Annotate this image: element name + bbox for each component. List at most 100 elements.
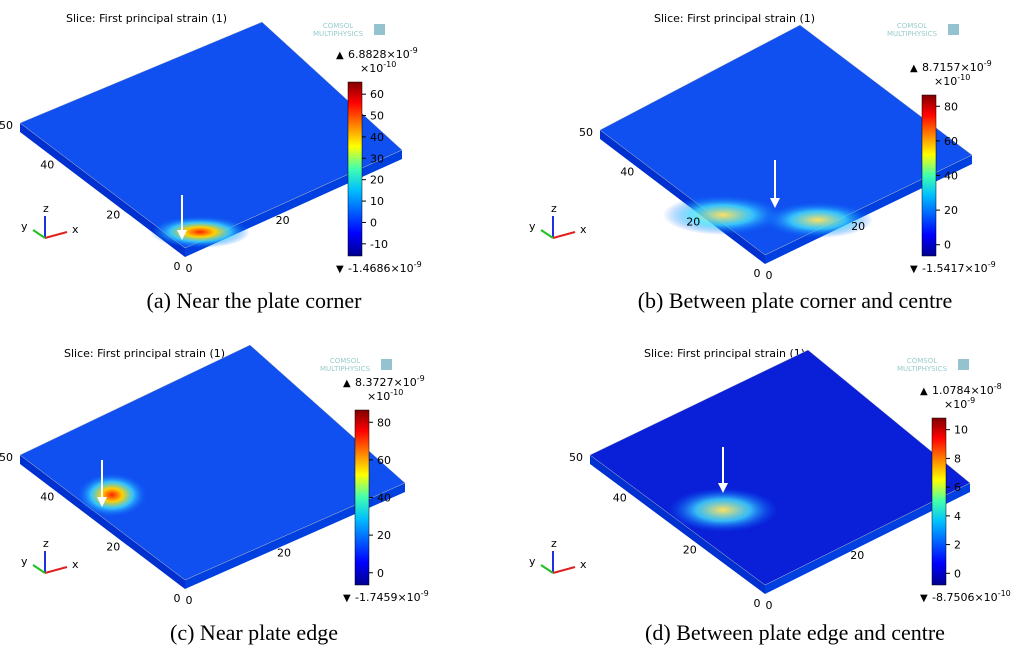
max-label: 1.0784×10-8: [932, 382, 1002, 397]
min-label-exponent: -9: [988, 260, 996, 269]
max-label-base: 8.3727×10: [355, 376, 417, 389]
colorbar-tick-label: 0: [944, 239, 951, 252]
arrow-head: [718, 483, 728, 493]
triad-axis: [44, 231, 68, 239]
colorbar-tick-label: 20: [370, 174, 384, 187]
min-label: -1.7459×10-9: [355, 589, 429, 604]
colorbar-tick-label: 80: [944, 100, 958, 113]
max-label-exponent: -8: [994, 382, 1002, 391]
scale-label: ×10-10: [360, 60, 396, 75]
triad-label: z: [551, 202, 557, 215]
triad-label: y: [529, 220, 536, 233]
logo-text: MULTIPHYSICS: [313, 30, 364, 38]
triad-label: x: [72, 223, 79, 236]
min-label-exponent: -9: [414, 260, 422, 269]
triad-axis: [540, 229, 554, 239]
colorbar-tick-label: 0: [954, 567, 961, 580]
triad-label: z: [43, 537, 49, 550]
min-label-exponent: -10: [998, 589, 1011, 598]
axis-label: 20: [277, 546, 291, 559]
colorbar-tick-label: 80: [377, 416, 391, 429]
max-label-base: 8.7157×10: [922, 61, 984, 74]
plot-title: Slice: First principal strain (1): [64, 347, 225, 360]
axis-label: 20: [850, 549, 864, 562]
min-label-base: -1.4686×10: [348, 262, 414, 275]
colorbar-tick-label: 20: [944, 204, 958, 217]
min-label-base: -8.7506×10: [932, 591, 998, 604]
plate-side: [20, 123, 185, 257]
colorbar-tick-label: 20: [377, 529, 391, 542]
axis-label: 20: [106, 540, 120, 553]
colorbar: [931, 417, 947, 586]
min-marker: ▼: [920, 593, 928, 604]
triad-label: x: [72, 558, 79, 571]
axis-label: 50: [579, 126, 593, 139]
logo-cube: [381, 359, 392, 370]
scale-label-base: ×10: [934, 75, 957, 88]
max-label: 8.3727×10-9: [355, 374, 425, 389]
axis-label: 50: [0, 451, 13, 464]
colorbar-tick-label: 60: [377, 454, 391, 467]
triad-label: y: [21, 220, 28, 233]
colorbar-tick-label: 6: [954, 481, 961, 494]
colorbar: [354, 409, 370, 586]
scale-label: ×10-10: [934, 73, 970, 88]
max-marker: ▲: [336, 50, 344, 61]
colorbar-tick-label: 30: [370, 152, 384, 165]
colorbar-tick-label: 50: [370, 110, 384, 123]
axis-label: 50: [0, 119, 13, 132]
axis-label: 20: [851, 220, 865, 233]
colorbar-tick-label: 10: [370, 195, 384, 208]
arrow-head: [97, 497, 107, 507]
colorbar-tick-label: 2: [954, 539, 961, 552]
caption: (b) Between plate corner and centre: [638, 288, 953, 313]
min-marker: ▼: [910, 264, 918, 275]
colorbar: [921, 94, 937, 257]
scale-label-exponent: -9: [967, 396, 975, 405]
colorbar-tick-label: 0: [377, 567, 384, 580]
plate-side: [590, 455, 765, 594]
colorbar: [347, 81, 363, 257]
colorbar-tick-label: -10: [370, 238, 388, 251]
logo-cube: [958, 359, 969, 370]
caption: (d) Between plate edge and centre: [645, 620, 945, 645]
caption: (c) Near plate edge: [170, 620, 338, 645]
logo-text: MULTIPHYSICS: [887, 30, 938, 38]
axis-label: 20: [276, 214, 290, 227]
triad-axis: [32, 564, 46, 574]
min-label-base: -1.7459×10: [355, 591, 421, 604]
max-label-base: 1.0784×10: [932, 384, 994, 397]
plate-side: [20, 455, 185, 589]
scale-label: ×10-9: [944, 396, 975, 411]
logo-cube: [948, 24, 959, 35]
axis-label: 40: [620, 165, 634, 178]
scale-label-exponent: -10: [957, 73, 970, 82]
max-label-exponent: -9: [410, 46, 418, 55]
logo-text: COMSOL: [323, 22, 353, 30]
colorbar-tick-label: 40: [370, 131, 384, 144]
colorbar-tick-label: 40: [944, 170, 958, 183]
triad-axis: [552, 566, 576, 574]
caption: (a) Near the plate corner: [147, 288, 363, 313]
min-marker: ▼: [343, 593, 351, 604]
triad-label: z: [551, 537, 557, 550]
max-label-exponent: -9: [417, 374, 425, 383]
max-marker: ▲: [910, 63, 918, 74]
triad-label: x: [580, 558, 587, 571]
panel: Slice: First principal strain (1) COMSOLM…: [0, 12, 422, 313]
scale-label-base: ×10: [360, 62, 383, 75]
colorbar-tick-label: 60: [370, 88, 384, 101]
plate-side: [765, 483, 970, 594]
triad-label: z: [43, 202, 49, 215]
triad-label: y: [21, 555, 28, 568]
axis-label: 0: [186, 262, 193, 275]
max-label-base: 6.8828×10: [348, 48, 410, 61]
plot-title: Slice: First principal strain (1): [654, 12, 815, 25]
colorbar-tick-label: 10: [954, 424, 968, 437]
plate-top: [19, 344, 406, 581]
axis-label: 0: [754, 267, 761, 280]
